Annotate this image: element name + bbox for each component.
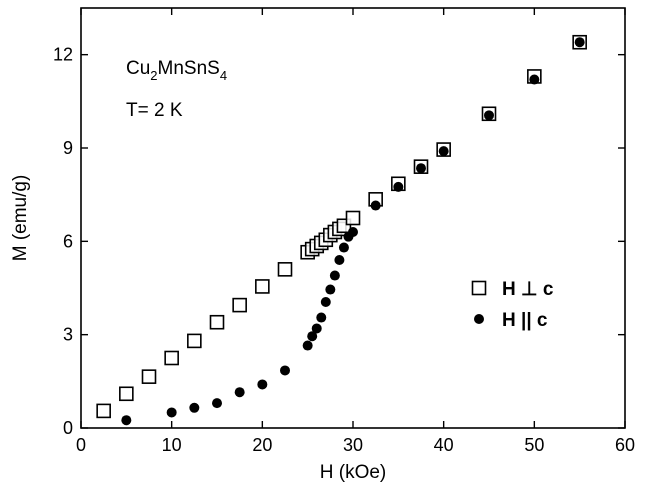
data-point-parallel: [121, 415, 132, 426]
data-point-parallel: [302, 340, 313, 351]
x-tick-label: 20: [252, 435, 272, 455]
data-point-parallel: [348, 227, 358, 237]
legend-label-perp: H ⊥ c: [502, 279, 554, 300]
formula-mid: MnSnS: [158, 58, 220, 79]
data-point-perp: [232, 297, 247, 313]
data-point-perp: [277, 262, 293, 277]
data-point-parallel: [257, 379, 268, 390]
data-point-parallel: [393, 181, 404, 192]
data-point-parallel: [316, 312, 327, 323]
formula-sub-2: 4: [220, 68, 227, 83]
data-point-perp: [255, 279, 270, 294]
data-point-perp: [187, 333, 202, 349]
data-point-parallel: [325, 284, 336, 295]
x-tick-label: 10: [162, 435, 182, 455]
data-point-perp: [209, 314, 225, 330]
data-point-parallel: [438, 146, 449, 157]
ticks-layer: 0 10 20 30 40 50 60 0 3 6 9 12: [53, 8, 635, 455]
data-point-parallel: [212, 398, 222, 409]
data-point-perp: [119, 386, 134, 402]
legend: H ⊥ c H || c: [471, 279, 554, 331]
x-tick-label: 30: [343, 435, 363, 455]
y-tick-label: 0: [63, 418, 73, 438]
formula-base: Cu: [126, 58, 150, 79]
points-layer: [96, 34, 587, 426]
x-tick-label: 40: [434, 435, 454, 455]
data-point-parallel: [189, 402, 200, 413]
x-tick-label: 50: [524, 435, 544, 455]
x-tick-label: 60: [615, 435, 635, 455]
data-point-perp: [345, 210, 361, 226]
legend-marker-parallel: [474, 314, 484, 324]
data-point-parallel: [574, 37, 585, 48]
y-tick-label: 3: [63, 325, 73, 345]
data-point-parallel: [234, 387, 245, 398]
data-point-parallel: [320, 297, 331, 307]
legend-label-parallel: H || c: [502, 310, 548, 331]
x-axis-label: H (kOe): [320, 462, 387, 483]
data-point-parallel: [334, 255, 345, 265]
y-tick-label: 12: [53, 45, 73, 65]
temperature-annotation: T= 2 K: [126, 100, 183, 121]
data-point-perp: [164, 350, 179, 366]
data-point-perp: [141, 369, 157, 384]
data-point-parallel: [529, 74, 540, 85]
x-tick-label: 0: [76, 435, 86, 455]
formula-annotation: Cu2MnSnS4: [126, 58, 227, 83]
data-point-parallel: [311, 323, 322, 334]
data-point-parallel: [370, 200, 381, 211]
data-point-parallel: [329, 270, 340, 281]
legend-marker-perp: [471, 280, 487, 296]
y-axis-label: M (emu/g): [10, 175, 31, 262]
formula-sub-1: 2: [150, 68, 157, 83]
data-point-perp: [96, 403, 111, 419]
data-point-parallel: [338, 242, 349, 253]
data-point-parallel: [484, 110, 494, 121]
y-tick-label: 6: [63, 231, 73, 251]
data-point-parallel: [307, 331, 318, 342]
data-point-parallel: [416, 163, 426, 174]
data-point-parallel: [166, 407, 177, 418]
data-point-parallel: [280, 365, 290, 376]
y-tick-label: 9: [63, 138, 73, 158]
